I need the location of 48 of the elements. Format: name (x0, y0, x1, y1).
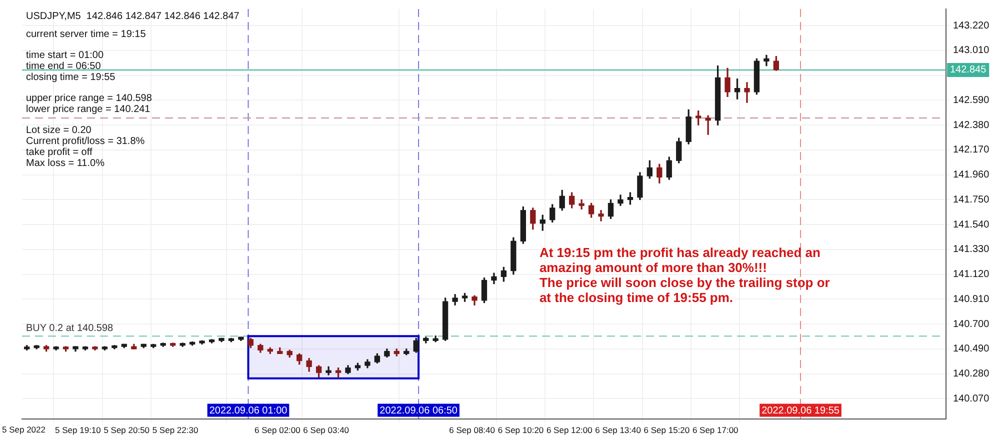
annotation: time end = 06:50 (26, 60, 102, 72)
annotation: Current profit/loss = 31.8% (26, 136, 145, 147)
y-tick-label: 141.120 (953, 269, 990, 280)
y-tick-label: 141.960 (953, 170, 990, 181)
y-tick-label: 143.010 (953, 45, 990, 56)
ref-line-label: 2022.09.06 06:50 (380, 406, 458, 417)
text: 5 Sep 2022 (2, 424, 46, 434)
x-tick-label: 5 Sep 22:30 (152, 425, 198, 436)
y-tick-label: 140.070 (953, 393, 990, 404)
chart-title: USDJPY,M5 142.846 142.847 142.846 142.847 (26, 10, 240, 22)
ref-line-label: 2022.09.06 01:00 (209, 406, 288, 417)
y-tick-label: 142.380 (953, 120, 990, 131)
ref-line-label: BUY 0.2 at 140.598 (26, 322, 114, 334)
annotation: current server time = 19:15 (26, 28, 146, 40)
ref-line-label: 142.845 (950, 64, 987, 76)
y-tick-label: 141.330 (953, 244, 990, 256)
y-tick-label: 140.700 (953, 318, 990, 330)
x-tick-label: 6 Sep 13:40 (595, 425, 642, 436)
y-tick-label: 142.170 (953, 144, 990, 156)
y-tick-label: 140.490 (953, 344, 990, 355)
annotation: At 19:15 pm the profit has already reached an amazing amount of more than 30%!!! The price will soon close by the trailing stop or at the closing time of 19:55 pm. (539, 244, 830, 305)
candlestick (598, 210, 604, 222)
x-tick-label: 5 Sep 19:10 (55, 425, 102, 436)
annotation: take profit = off (26, 146, 92, 158)
x-tick-label: 6 Sep 10:20 (498, 425, 544, 436)
annotation: Lot size = 0.20 (26, 124, 92, 136)
y-tick-label: 141.750 (953, 194, 990, 206)
x-tick-label: 5 Sep 20:50 (104, 425, 150, 436)
x-tick-label: 6 Sep 15:20 (644, 425, 690, 436)
annotation: Max loss = 11.0% (26, 158, 105, 169)
annotation: closing time = 19:55 (26, 72, 116, 83)
x-tick-label: 6 Sep 03:40 (303, 425, 350, 436)
annotation: upper price range = 140.598 (26, 92, 152, 104)
candlestick (744, 82, 750, 103)
x-tick-label: 6 Sep 08:40 (449, 425, 496, 436)
x-tick-label: 6 Sep 02:00 (254, 425, 301, 436)
y-tick-label: 140.280 (953, 368, 990, 380)
candlestick (578, 199, 584, 210)
annotation: time start = 01:00 (26, 50, 104, 61)
y-tick-label: 143.220 (953, 20, 990, 32)
y-tick-label: 141.540 (953, 219, 990, 230)
candlestick (705, 115, 711, 135)
x-tick-label: 6 Sep 17:00 (692, 425, 739, 436)
annotation: lower price range = 140.241 (26, 104, 151, 115)
x-tick-label: 6 Sep 12:00 (546, 425, 593, 436)
ref-line-label: 2022.09.06 19:55 (762, 406, 840, 417)
y-tick-label: 142.590 (953, 94, 990, 106)
y-tick-label: 140.910 (953, 294, 990, 305)
